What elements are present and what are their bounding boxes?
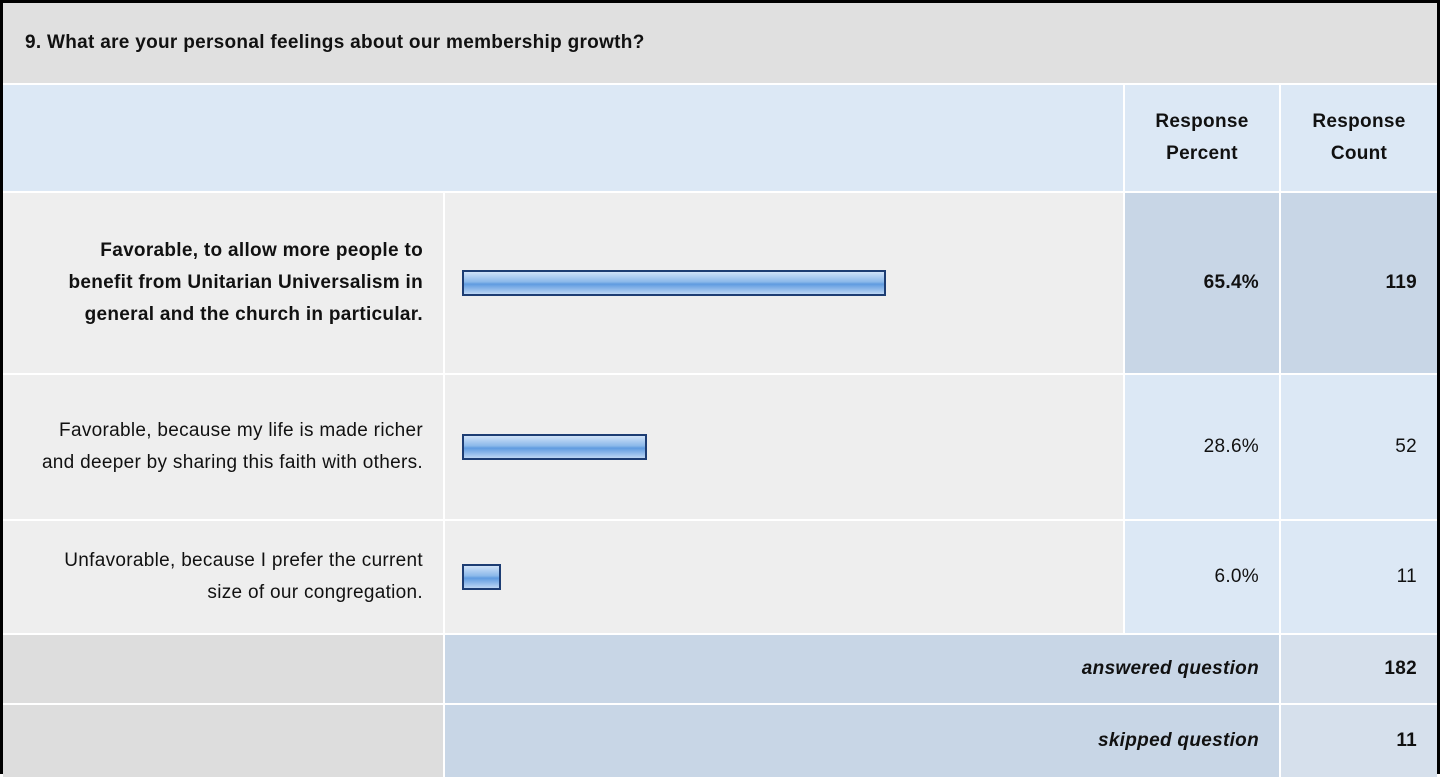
response-percent: 65.4% (1125, 193, 1279, 373)
response-bar (462, 564, 501, 590)
response-percent: 28.6% (1125, 375, 1279, 519)
header-blank (3, 85, 1123, 191)
response-count: 119 (1281, 193, 1437, 373)
summary-count: 182 (1281, 635, 1437, 703)
answer-label: Unfavorable, because I prefer the curren… (3, 521, 443, 633)
summary-label: skipped question (445, 705, 1279, 777)
response-percent: 6.0% (1125, 521, 1279, 633)
answer-label: Favorable, to allow more people to benef… (3, 193, 443, 373)
response-bar (462, 434, 648, 460)
response-count: 52 (1281, 375, 1437, 519)
response-count: 11 (1281, 521, 1437, 633)
summary-blank (3, 635, 443, 703)
summary-label: answered question (445, 635, 1279, 703)
summary-count: 11 (1281, 705, 1437, 777)
header-percent: Response Percent (1125, 85, 1279, 191)
response-bar (462, 270, 886, 296)
question-title: 9. What are your personal feelings about… (3, 3, 1437, 83)
answer-label: Favorable, because my life is made riche… (3, 375, 443, 519)
header-count: Response Count (1281, 85, 1437, 191)
summary-blank (3, 705, 443, 777)
bar-cell (445, 521, 1123, 633)
